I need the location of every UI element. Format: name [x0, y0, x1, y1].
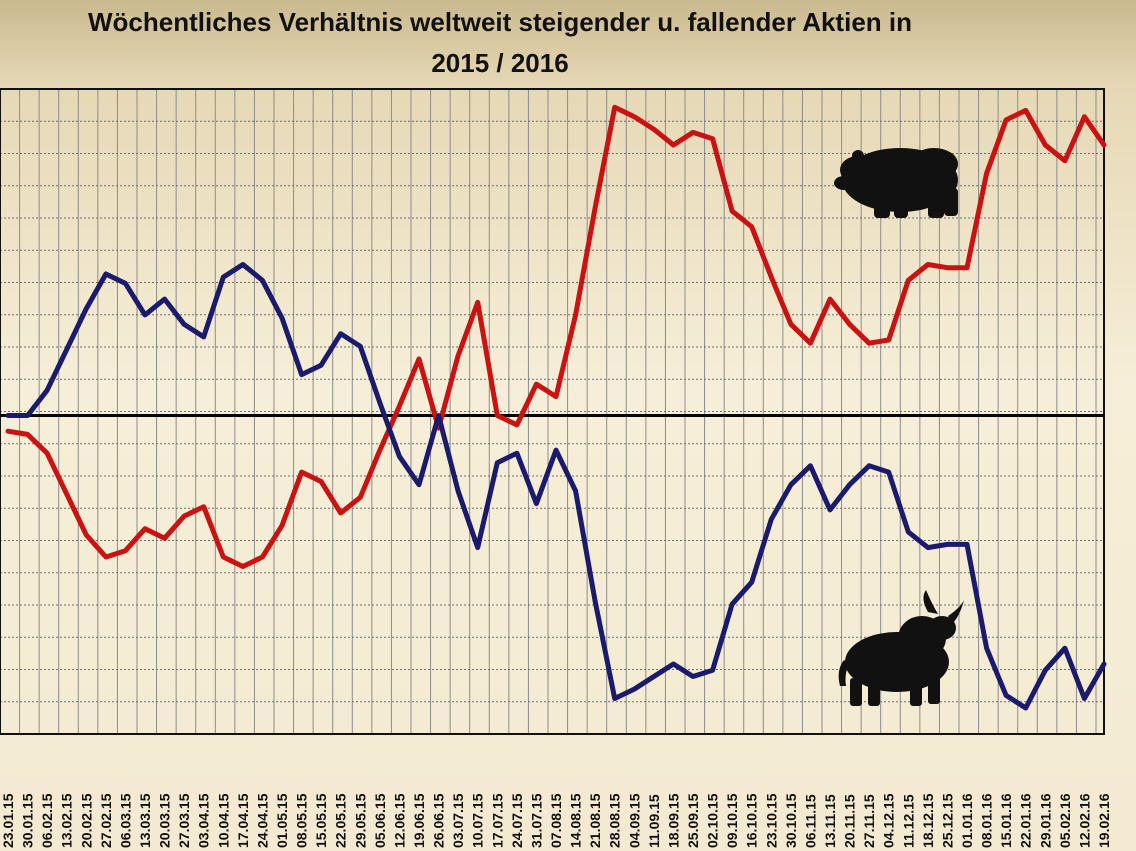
x-tick-label: 06.02.15	[39, 793, 55, 848]
x-tick-label: 06.03.15	[117, 793, 133, 848]
x-tick-label: 17.07.15	[489, 793, 505, 848]
x-tick-label: 20.11.15	[842, 794, 858, 848]
x-tick-label: 20.02.15	[78, 793, 94, 848]
x-tick-label: 25.09.15	[685, 793, 701, 848]
x-tick-label: 13.11.15	[822, 794, 838, 848]
x-tick-label: 18.09.15	[665, 793, 681, 848]
x-tick-label: 06.11.15	[802, 794, 818, 848]
x-tick-label: 31.07.15	[528, 793, 544, 848]
x-tick-label: 03.07.15	[450, 793, 466, 848]
x-tick-label: 09.10.15	[724, 793, 740, 848]
plot-frame	[0, 88, 1105, 735]
x-tick-label: 01.01.16	[959, 793, 975, 848]
x-tick-label: 18.12.15	[920, 793, 936, 848]
series-layer	[5, 104, 1107, 711]
x-tick-label: 04.09.15	[626, 793, 642, 848]
x-tick-label: 27.11.15	[861, 794, 877, 848]
x-tick-label: 10.07.15	[470, 793, 486, 848]
x-tick-label: 13.03.15	[137, 793, 153, 848]
chart-title-line2: 2015 / 2016	[431, 48, 569, 78]
x-tick-label: 23.01.15	[0, 793, 16, 848]
x-tick-label: 11.12.15	[900, 794, 916, 848]
x-tick-label: 20.03.15	[157, 793, 173, 848]
chart-title: Wöchentliches Verhältnis weltweit steige…	[0, 2, 1000, 84]
x-tick-label: 12.06.15	[391, 793, 407, 848]
x-tick-label: 01.05.15	[274, 793, 290, 848]
x-tick-label: 14.08.15	[568, 793, 584, 848]
x-tick-label: 30.01.15	[20, 793, 36, 848]
x-tick-label: 11.09.15	[646, 794, 662, 848]
x-tick-label: 22.01.16	[1018, 793, 1034, 848]
x-tick-label: 25.12.15	[939, 793, 955, 848]
x-tick-label: 08.05.15	[294, 793, 310, 848]
x-tick-label: 22.05.15	[333, 793, 349, 848]
bull-icon	[838, 590, 964, 706]
x-tick-label: 23.10.15	[763, 793, 779, 848]
bear-icon	[834, 148, 958, 218]
x-tick-label: 05.02.16	[1057, 793, 1073, 848]
x-tick-label: 26.06.15	[431, 793, 447, 848]
x-tick-label: 07.08.15	[548, 793, 564, 848]
x-tick-label: 28.08.15	[607, 793, 623, 848]
x-tick-label: 27.02.15	[98, 793, 114, 848]
x-tick-label: 03.04.15	[196, 793, 212, 848]
x-tick-label: 29.05.15	[352, 793, 368, 848]
x-tick-label: 21.08.15	[587, 793, 603, 848]
x-tick-label: 27.03.15	[176, 793, 192, 848]
x-tick-label: 13.02.15	[59, 793, 75, 848]
chart-title-line1: Wöchentliches Verhältnis weltweit steige…	[87, 7, 912, 37]
x-tick-label: 24.04.15	[254, 793, 270, 848]
x-tick-label: 04.12.15	[881, 793, 897, 848]
x-tick-label: 08.01.16	[979, 793, 995, 848]
x-tick-label: 29.01.16	[1037, 793, 1053, 848]
x-tick-label: 17.04.15	[235, 793, 251, 848]
x-tick-label: 19.02.16	[1096, 793, 1112, 848]
x-tick-label: 02.10.15	[705, 793, 721, 848]
x-tick-label: 15.05.15	[313, 793, 329, 848]
x-tick-label: 19.06.15	[411, 793, 427, 848]
x-tick-label: 15.01.16	[998, 793, 1014, 848]
x-tick-label: 05.06.15	[372, 793, 388, 848]
x-tick-label: 16.10.15	[744, 793, 760, 848]
x-tick-label: 10.04.15	[215, 793, 231, 848]
x-tick-label: 30.10.15	[783, 793, 799, 848]
x-tick-label: 12.02.16	[1076, 793, 1092, 848]
x-tick-label: 24.07.15	[509, 793, 525, 848]
grid	[0, 89, 1104, 734]
x-axis-labels: 23.01.15 30.01.15 06.02.15 13.02.15 20.02.15…	[0, 793, 1112, 848]
